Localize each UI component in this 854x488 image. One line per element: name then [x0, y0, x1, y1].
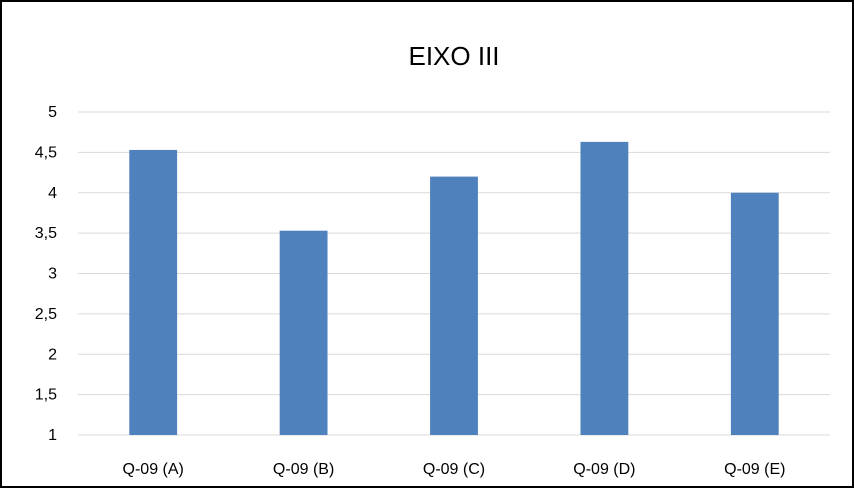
y-tick-label: 4	[48, 185, 57, 202]
y-tick-label: 1	[48, 427, 57, 444]
bar	[730, 192, 779, 435]
y-axis-ticks: 1 1,5 2 2,5 3 3,5 4 4,5 5	[35, 104, 57, 444]
x-tick-label: Q-09 (C)	[423, 461, 485, 478]
x-tick-label: Q-09 (B)	[273, 461, 334, 478]
bars	[129, 141, 779, 435]
x-tick-label: Q-09 (D)	[573, 461, 635, 478]
bar	[279, 230, 328, 435]
x-tick-label: Q-09 (E)	[724, 461, 785, 478]
bar	[129, 149, 178, 435]
bar	[430, 176, 478, 435]
y-tick-label: 4,5	[35, 144, 57, 161]
y-tick-label: 2,5	[35, 306, 57, 323]
chart-title: EIXO III	[408, 41, 499, 71]
y-tick-label: 5	[48, 104, 57, 121]
y-tick-label: 3	[48, 266, 57, 283]
x-axis-ticks: Q-09 (A) Q-09 (B) Q-09 (C) Q-09 (D) Q-09 (E)	[123, 461, 786, 478]
y-tick-label: 2	[48, 346, 57, 363]
x-tick-label: Q-09 (A)	[123, 461, 184, 478]
bar	[580, 141, 629, 435]
y-tick-label: 3,5	[35, 225, 57, 242]
y-tick-label: 1,5	[35, 387, 57, 404]
